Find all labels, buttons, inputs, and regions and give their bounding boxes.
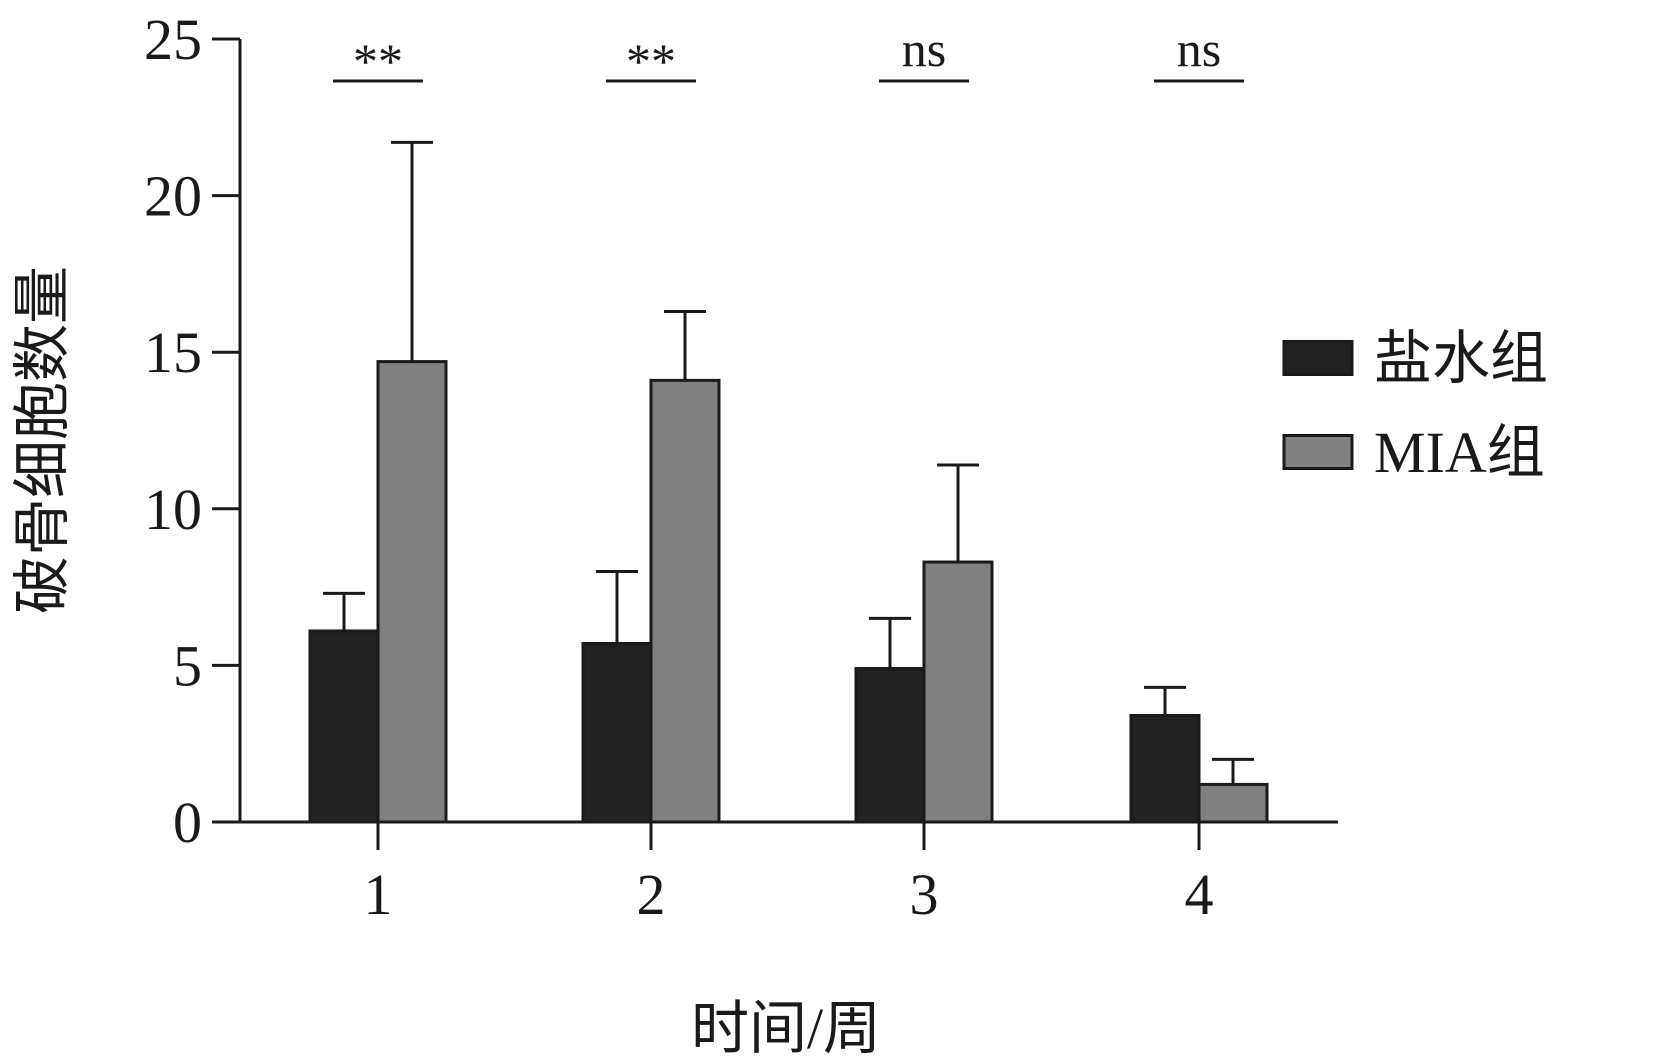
bar [581,641,653,824]
legend-label: MIA组 [1374,420,1545,485]
significance-markers: ** ** ns ns [333,21,1244,89]
bar [649,378,721,824]
legend: 盐水组 MIA组 [1282,326,1548,485]
bar [308,629,380,824]
x-tick-label: 2 [637,862,666,927]
x-tick-label: 3 [910,862,939,927]
legend-label: 盐水组 [1374,326,1548,391]
significance-label: ** [353,33,403,89]
bar [1197,782,1269,824]
significance-label: ** [626,33,676,89]
bar [1129,714,1201,824]
significance-label: ns [1177,21,1221,77]
significance-label: ns [902,21,946,77]
y-tick-label: 10 [144,477,202,542]
y-tick-label: 5 [173,633,202,698]
bar [854,667,926,824]
legend-swatch [1282,434,1354,470]
y-tick-label: 20 [144,164,202,229]
y-axis-ticks: 0 5 10 15 20 25 [144,7,240,855]
bar [922,560,994,824]
bars [308,360,1269,824]
bar [376,360,448,824]
y-tick-label: 15 [144,320,202,385]
x-axis-title: 时间/周 [691,996,881,1061]
x-axis-ticks: 1 2 3 4 [364,822,1214,927]
y-axis-title: 破骨细胞数量 [10,266,75,614]
x-tick-label: 1 [364,862,393,927]
x-tick-label: 4 [1185,862,1214,927]
error-bars [323,140,1254,785]
legend-swatch [1282,340,1354,376]
y-tick-label: 25 [144,7,202,72]
y-tick-label: 0 [173,790,202,855]
